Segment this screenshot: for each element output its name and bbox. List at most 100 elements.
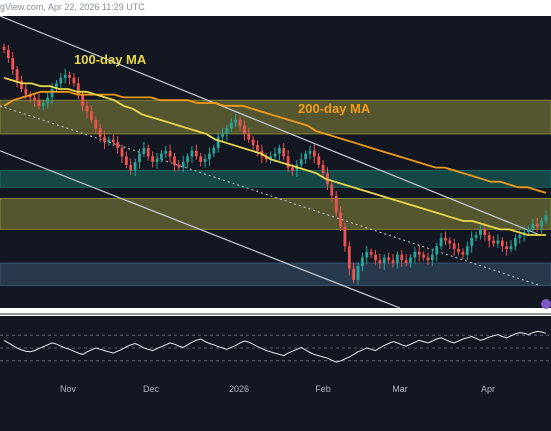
candle-body — [312, 150, 316, 157]
candle-body — [444, 237, 447, 241]
candle-body — [269, 156, 273, 160]
candle-body — [470, 237, 474, 247]
candle-body — [98, 128, 102, 137]
candle-body — [133, 162, 137, 171]
zone-support-1 — [0, 169, 551, 188]
candle-body — [264, 156, 268, 160]
candle-body — [395, 254, 399, 264]
candle-body — [439, 237, 443, 247]
candle-body — [68, 74, 71, 78]
price-marker — [541, 299, 551, 309]
zone-support-2 — [0, 198, 551, 230]
candle-body — [535, 223, 539, 227]
candle-body — [509, 246, 513, 250]
candle-body — [247, 133, 251, 140]
candle-body — [483, 229, 487, 235]
candle-body — [20, 80, 23, 89]
candle-body — [404, 260, 408, 264]
candle-body — [190, 150, 194, 157]
candle-body — [216, 136, 220, 148]
candle-body — [76, 83, 80, 95]
candle-body — [330, 184, 334, 196]
candle-body — [72, 77, 76, 84]
candle-body — [321, 164, 325, 174]
candle-body — [55, 83, 58, 89]
candle-body — [514, 237, 517, 247]
candle-body — [518, 235, 522, 238]
candle-body — [527, 229, 530, 233]
candle-body — [168, 150, 172, 157]
candle-body — [63, 74, 67, 78]
candle-body — [461, 251, 465, 255]
candle-body — [361, 257, 364, 266]
candle-body — [544, 215, 548, 221]
x-tick-label: Mar — [392, 384, 408, 394]
channel-upper-line — [0, 15, 541, 236]
candle-body — [291, 167, 294, 171]
candle-body — [369, 251, 373, 255]
candle-body — [124, 156, 128, 165]
candle-body — [430, 254, 434, 261]
candle-body — [50, 89, 54, 98]
candle-body — [146, 147, 150, 157]
candle-body — [225, 128, 229, 134]
candle-body — [15, 69, 19, 81]
candle-body — [452, 243, 456, 250]
candle-body — [28, 94, 32, 98]
candle-body — [181, 162, 185, 168]
candle-body — [391, 260, 395, 264]
candle-body — [90, 111, 93, 120]
x-tick-label: Nov — [60, 384, 77, 394]
candle-body — [479, 229, 482, 235]
candle-body — [37, 100, 41, 106]
candle-body — [221, 133, 224, 137]
candle-body — [59, 77, 63, 84]
candle-body — [374, 254, 377, 261]
candle-body — [435, 246, 439, 255]
candle-body — [540, 220, 544, 227]
candle-body — [173, 156, 176, 165]
candle-body — [107, 139, 111, 143]
candle-body — [116, 142, 120, 148]
candle-body — [304, 153, 307, 160]
candle-body — [212, 147, 216, 154]
candle-body — [457, 249, 460, 252]
candle-body — [177, 164, 181, 168]
ma100-line — [3, 76, 546, 236]
candle-body — [142, 147, 146, 154]
candle-body — [356, 265, 360, 280]
candle-body — [155, 159, 159, 162]
candle-body — [417, 251, 421, 255]
candle-body — [94, 119, 98, 129]
x-tick-label: Apr — [481, 384, 495, 394]
candle-body — [382, 257, 386, 264]
candle-body — [339, 212, 342, 227]
candle-body — [422, 254, 426, 258]
candle-body — [129, 164, 133, 171]
candle-body — [203, 159, 207, 162]
candle-body — [378, 260, 382, 264]
candle-body — [500, 240, 504, 247]
candle-body — [365, 251, 369, 258]
candle-body — [343, 226, 347, 247]
candle-body — [531, 223, 535, 230]
candle-body — [387, 257, 391, 261]
candle-body — [256, 145, 259, 151]
candle-body — [308, 150, 312, 154]
candle-body — [186, 156, 189, 162]
candle-body — [24, 89, 28, 95]
candle-body — [33, 97, 36, 101]
candle-body — [334, 195, 338, 213]
candle-body — [2, 46, 6, 50]
candle-body — [6, 49, 10, 59]
candle-body — [243, 125, 246, 134]
candle-body — [413, 251, 417, 258]
candle-body — [103, 136, 106, 143]
candle-body — [41, 103, 45, 106]
candle-body — [505, 246, 509, 250]
candle-body — [273, 153, 277, 157]
candle-body — [286, 156, 290, 168]
candle-body — [492, 240, 495, 244]
candle-body — [120, 147, 124, 157]
